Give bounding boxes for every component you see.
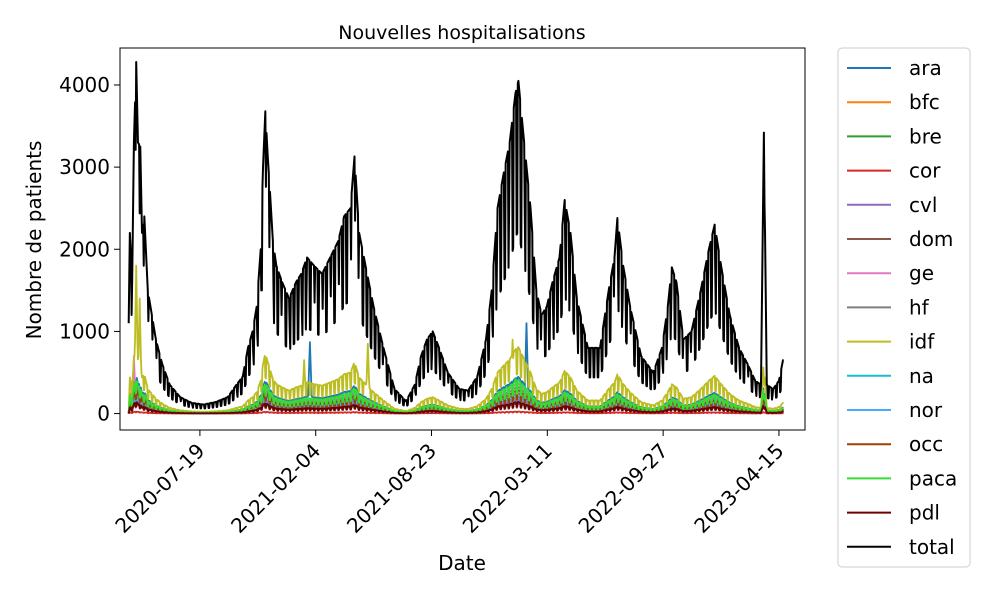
plot-frame [119, 47, 806, 431]
y-tick-label: 4000 [59, 73, 110, 97]
y-tick-label: 3000 [59, 155, 110, 179]
series-line-total [127, 60, 784, 410]
plot-background [120, 48, 805, 430]
series-layer [127, 60, 784, 415]
y-tick-label: 1000 [59, 319, 110, 343]
series-line-pdl [127, 401, 784, 415]
legend-label-nor: nor [909, 398, 943, 422]
plot-area [119, 47, 806, 431]
y-tick-label: 2000 [59, 237, 110, 261]
x-axis-title: Date [438, 551, 486, 575]
y-axis-title: Nombre de patients [22, 141, 46, 340]
legend-label-bre: bre [909, 124, 942, 148]
legend-label-cvl: cvl [909, 193, 937, 217]
series-line-paca [127, 378, 784, 414]
legend-label-ara: ara [909, 56, 942, 80]
y-tick-label: 0 [97, 402, 110, 426]
legend-label-ge: ge [909, 261, 934, 285]
legend-label-na: na [909, 364, 934, 388]
legend-label-cor: cor [909, 159, 941, 183]
legend-label-hf: hf [909, 295, 930, 319]
legend-label-paca: paca [909, 466, 957, 490]
chart-title: Nouvelles hospitalisations [338, 22, 585, 44]
series-line-idf [127, 264, 784, 414]
legend-label-pdl: pdl [909, 501, 940, 525]
y-axis: 0 1000 2000 3000 4000 [59, 73, 120, 426]
legend-label-idf: idf [909, 330, 935, 354]
legend-label-total: total [909, 535, 955, 559]
legend-box [837, 47, 971, 568]
legend-label-bfc: bfc [909, 90, 940, 114]
legend-label-dom: dom [909, 227, 953, 251]
legend-label-occ: occ [909, 432, 943, 456]
legend: ara bfc bre cor cvl dom ge hf idf na nor occ paca pdl… [837, 47, 971, 568]
